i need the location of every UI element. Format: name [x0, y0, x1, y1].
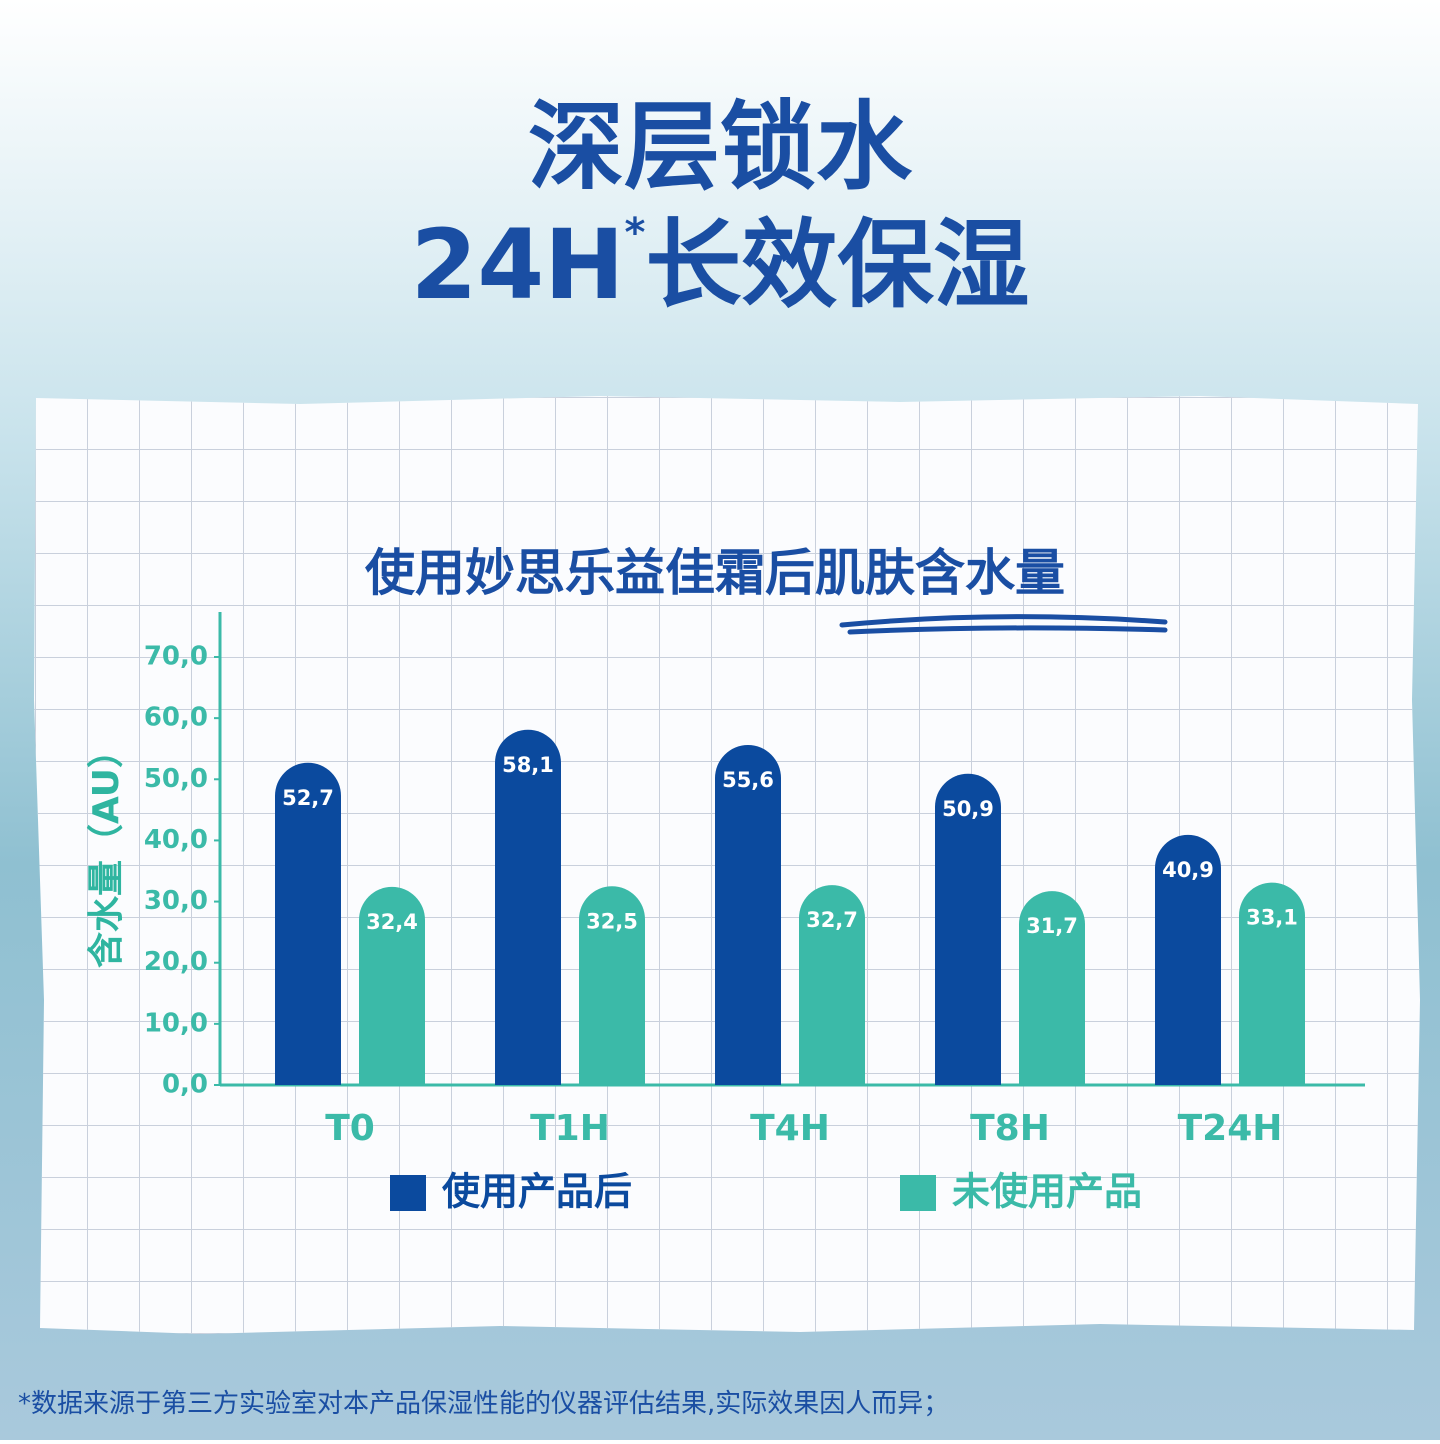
value-label: 31,7: [1026, 914, 1078, 938]
x-tick-label: T1H: [530, 1108, 610, 1149]
x-tick-label: T8H: [970, 1108, 1050, 1149]
bar: [799, 885, 865, 1085]
value-label: 58,1: [502, 753, 554, 777]
y-tick-label: 50,0: [144, 764, 208, 794]
headline-mark: *: [625, 210, 646, 256]
headline-part: 24H: [411, 209, 625, 321]
y-tick-label: 70,0: [144, 642, 208, 672]
legend-label: 使用产品后: [442, 1170, 632, 1214]
chart-title: 使用妙思乐益佳霜后肌肤含水量: [365, 544, 1065, 602]
headline-part: 长效保湿: [645, 209, 1029, 321]
value-label: 40,9: [1162, 858, 1214, 882]
legend-label: 未使用产品: [952, 1170, 1142, 1214]
y-tick-label: 20,0: [144, 947, 208, 977]
value-label: 33,1: [1246, 906, 1298, 930]
y-axis-label: 含水量（AU）: [86, 732, 127, 968]
bar: [579, 886, 645, 1085]
legend-swatch: [390, 1175, 426, 1211]
y-tick-label: 10,0: [144, 1008, 208, 1038]
footnote: *数据来源于第三方实验室对本产品保湿性能的仪器评估结果,实际效果因人而异；: [18, 1389, 949, 1419]
bar: [1239, 882, 1305, 1085]
value-label: 32,5: [586, 909, 638, 933]
headline: 24H*长效保湿: [411, 209, 1030, 321]
value-label: 50,9: [942, 797, 994, 821]
bar: [715, 745, 781, 1085]
y-tick-label: 60,0: [144, 703, 208, 733]
legend-swatch: [900, 1175, 936, 1211]
title-underline: [839, 614, 1168, 635]
x-tick-label: T24H: [1178, 1108, 1283, 1149]
x-tick-label: T0: [325, 1108, 375, 1149]
y-tick-label: 0,0: [162, 1070, 208, 1100]
bar: [275, 762, 341, 1085]
plot: 0,0 10,0 20,0 30,0 40,0 50,0 60,0 70,0 T0 52,7 32,…: [144, 612, 1365, 1214]
y-tick-label: 30,0: [144, 886, 208, 916]
headline: 深层锁水: [528, 91, 913, 203]
bar: [1019, 891, 1085, 1085]
value-label: 32,4: [366, 910, 418, 934]
value-label: 55,6: [722, 768, 774, 792]
y-tick-label: 40,0: [144, 825, 208, 855]
x-tick-label: T4H: [750, 1108, 830, 1149]
bar: [1155, 834, 1221, 1085]
bar: [935, 773, 1001, 1085]
bar: [495, 729, 561, 1085]
value-label: 32,7: [806, 908, 858, 932]
bar: [359, 886, 425, 1085]
value-label: 52,7: [282, 786, 334, 810]
